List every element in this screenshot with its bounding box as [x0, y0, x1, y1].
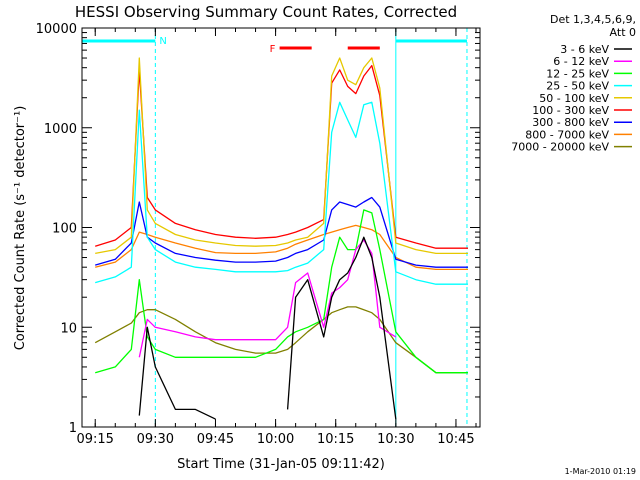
date-stamp: 1-Mar-2010 01:19: [565, 467, 636, 476]
flag-label: N: [159, 36, 166, 47]
legend-header-line2: Att 0: [610, 26, 636, 39]
y-tick-label: 100: [52, 222, 77, 237]
y-tick-label: 1000: [44, 122, 77, 137]
legend-entry: 6 - 12 keV: [553, 55, 609, 68]
legend-entry: 3 - 6 keV: [560, 43, 609, 56]
x-tick-label: 09:30: [137, 432, 174, 447]
y-tick-label: 10000: [36, 22, 77, 37]
x-tick-label: 10:30: [377, 432, 414, 447]
chart-title: HESSI Observing Summary Count Rates, Cor…: [75, 3, 457, 21]
y-tick-label: 10: [60, 321, 77, 336]
y-tick-label: 1: [69, 421, 77, 436]
series-line: [95, 224, 468, 271]
series-line: [94, 306, 468, 374]
x-tick-label: 10:15: [317, 432, 354, 447]
x-tick-label: 09:15: [76, 432, 113, 447]
flag-label: F: [270, 44, 276, 55]
legend-entry: 50 - 100 keV: [539, 92, 609, 105]
series-line: [95, 209, 468, 374]
legend-header-line1: Det 1,3,4,5,6,9,: [550, 13, 636, 26]
x-tick-label: 10:00: [257, 432, 294, 447]
legend-entry: 12 - 25 keV: [546, 67, 609, 80]
legend-entry: 800 - 7000 keV: [525, 128, 609, 141]
series-line: [138, 236, 397, 420]
plot-frame: [81, 27, 481, 428]
series-line: [138, 239, 397, 358]
x-tick-label: 09:45: [197, 432, 234, 447]
series-line: [95, 196, 468, 268]
legend-entry: 300 - 800 keV: [532, 116, 609, 129]
x-tick-label: 10:45: [437, 432, 474, 447]
x-axis-title: Start Time (31-Jan-05 09:11:42): [177, 457, 385, 472]
series-line: [95, 64, 468, 249]
legend-entry: 7000 - 20000 keV: [511, 141, 609, 154]
legend-entry: 25 - 50 keV: [546, 80, 609, 93]
series-line: [95, 101, 468, 285]
y-axis-title: Corrected Count Rate (s⁻¹ detector⁻¹): [13, 106, 28, 351]
plot-area: NF: [81, 28, 468, 427]
series-line: [95, 57, 468, 255]
legend-entry: 100 - 300 keV: [532, 104, 609, 117]
